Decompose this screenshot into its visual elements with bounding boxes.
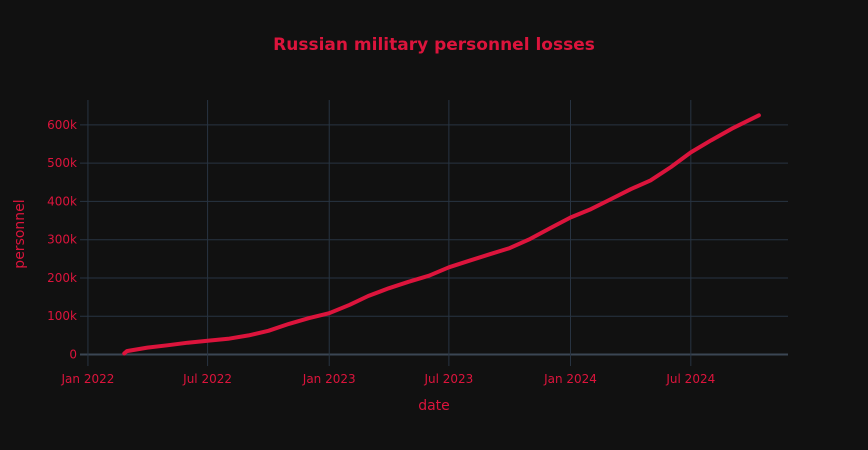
y-axis-ticks: 0 100k 200k 300k 400k 500k 600k [47, 118, 77, 362]
y-tick-label: 0 [69, 348, 77, 362]
x-axis-title: date [418, 398, 450, 414]
x-tick-label: Jan 2023 [302, 372, 356, 386]
y-tick-label: 400k [47, 194, 77, 208]
y-tick-label: 200k [47, 271, 77, 285]
series-layer [122, 113, 761, 356]
x-tick-label: Jul 2024 [665, 372, 715, 386]
chart-title: Russian military personnel losses [273, 35, 595, 55]
y-tick-label: 500k [47, 156, 77, 170]
y-tick-label: 100k [47, 309, 77, 323]
x-axis-ticks: Jan 2022 Jul 2022 Jan 2023 Jul 2023 Jan 2024… [61, 372, 716, 386]
series-line-personnel [122, 113, 761, 356]
x-tick-label: Jan 2022 [61, 372, 115, 386]
x-tick-label: Jul 2023 [423, 372, 473, 386]
x-tick-label: Jan 2024 [543, 372, 597, 386]
y-tick-label: 600k [47, 118, 77, 132]
gridlines [80, 100, 788, 366]
x-tick-label: Jul 2022 [182, 372, 232, 386]
y-axis-title: personnel [12, 199, 28, 268]
y-tick-label: 300k [47, 233, 77, 247]
